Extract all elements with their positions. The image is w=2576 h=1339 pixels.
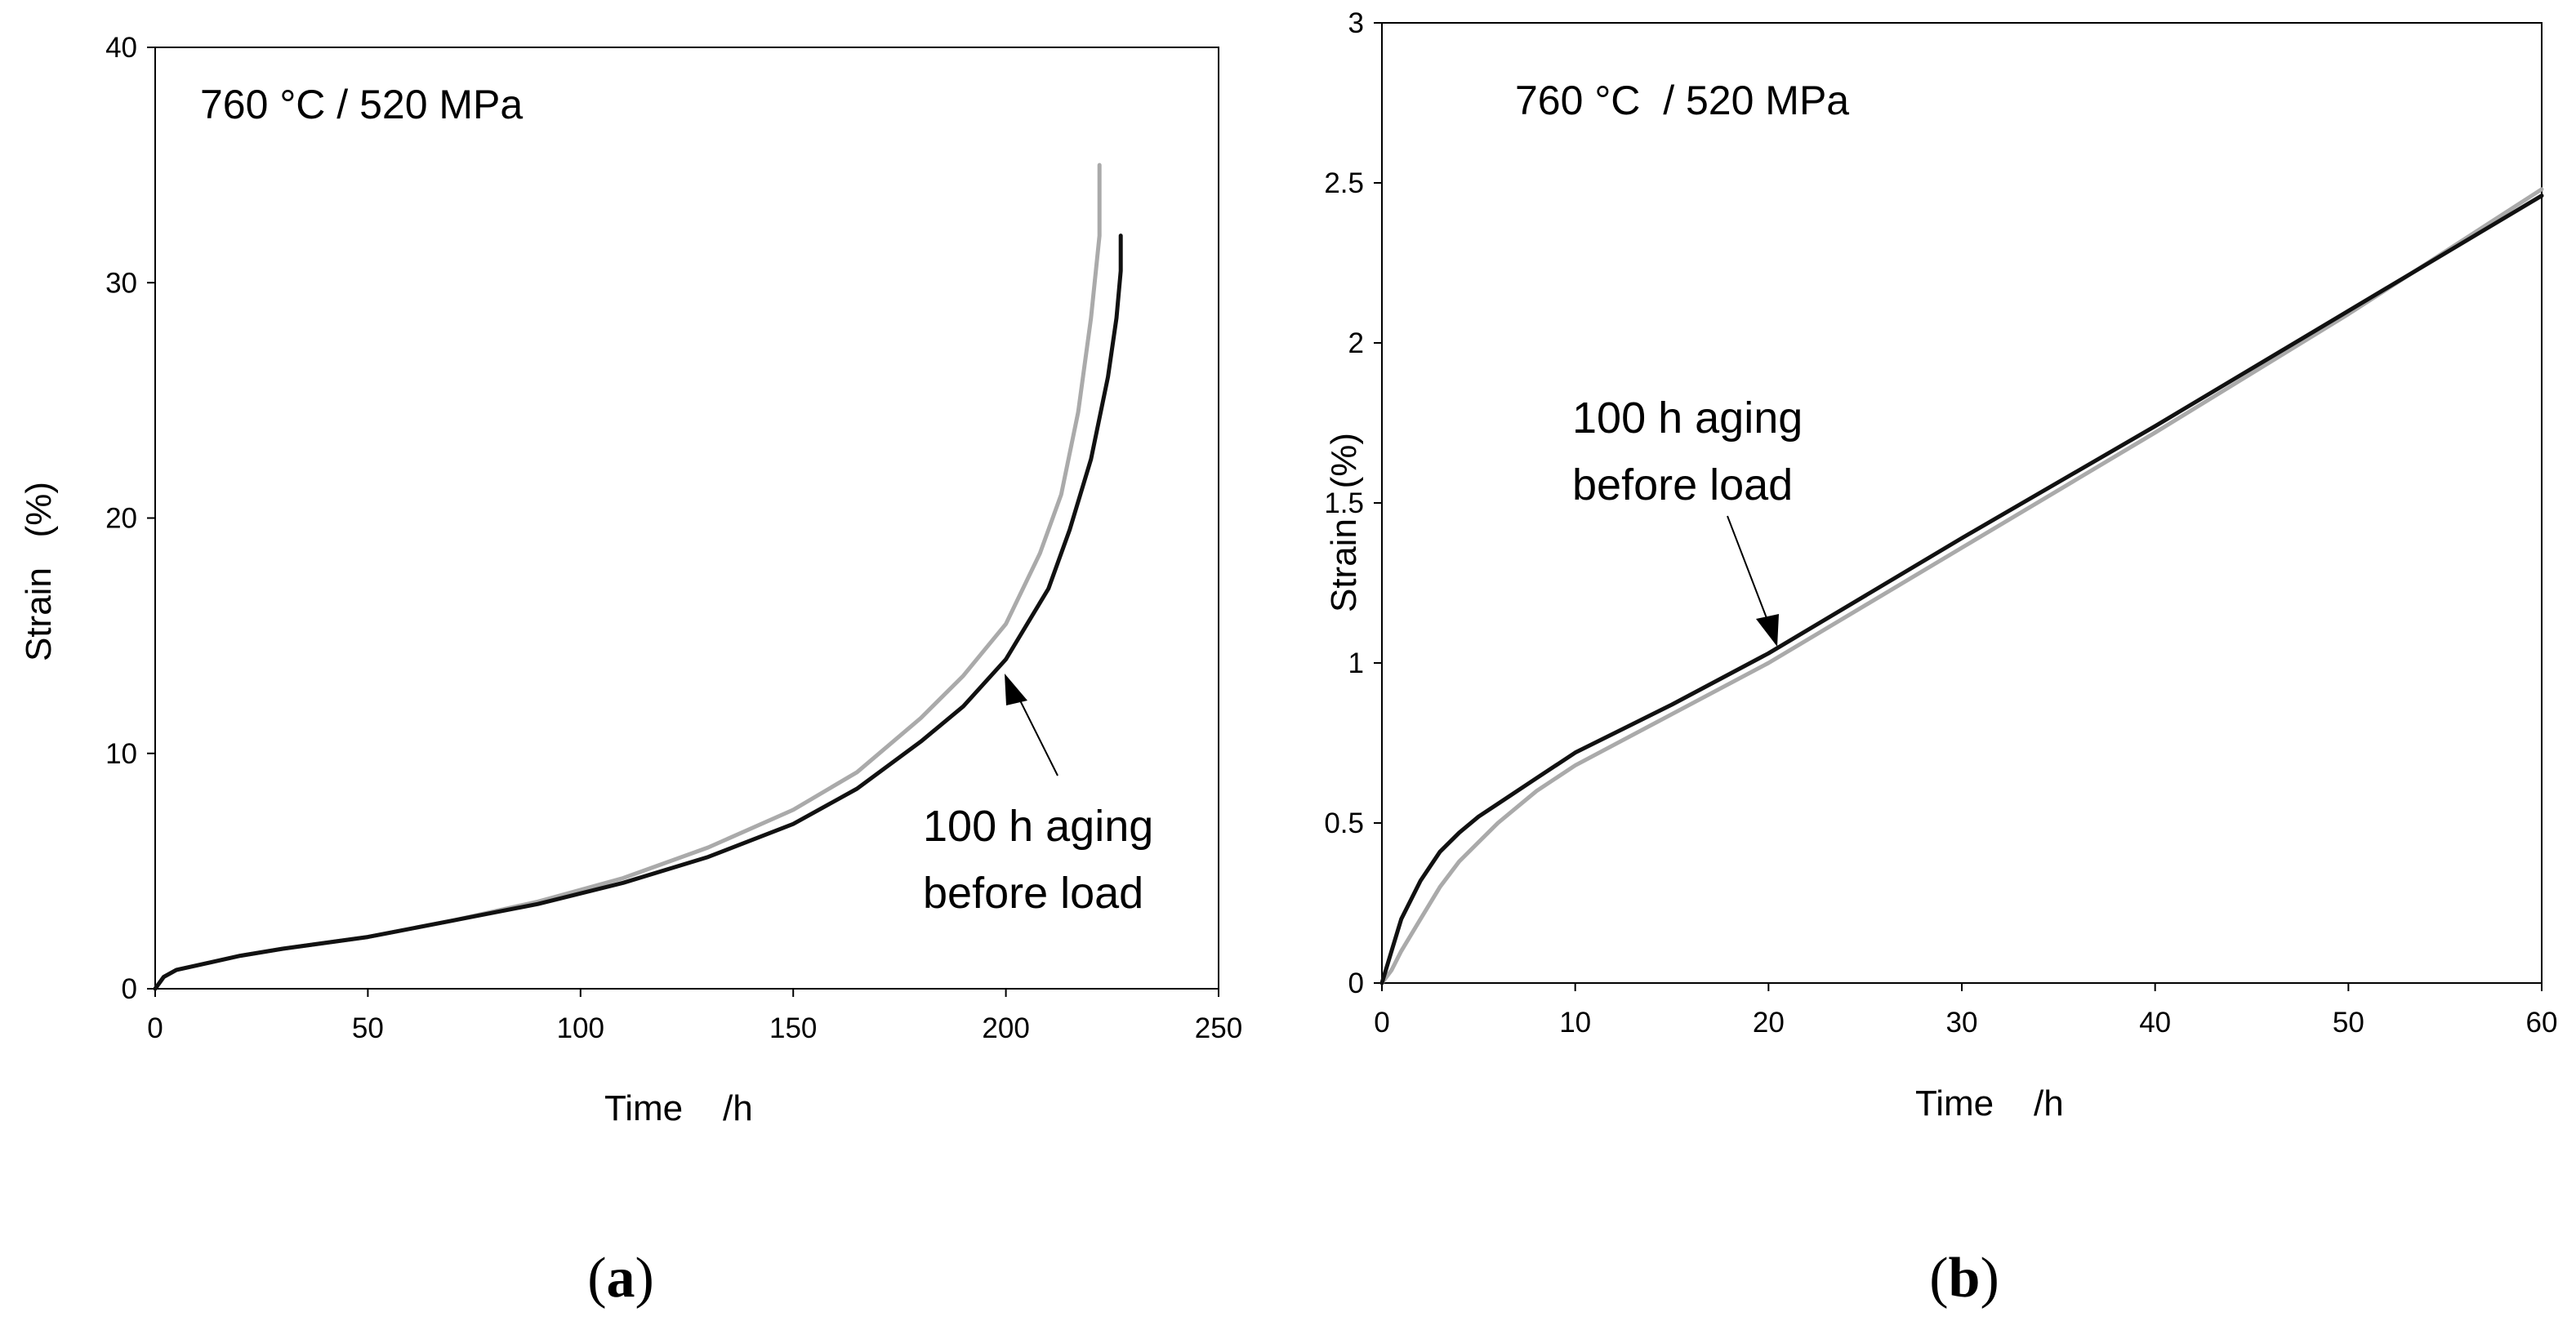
y-tick-label: 0 [122,973,137,1005]
chart-panel-a: 0 50 100 150 200 250 0 10 20 30 40 760 °C / 520 MP… [19,32,1242,1310]
y-axis-label: Strain (%) [19,482,59,661]
caption-close: ) [635,1247,654,1310]
annotation-line2: before load [1572,460,1793,509]
x-tick-label: 0 [1374,1007,1389,1039]
annotation-arrow [1005,674,1058,776]
condition-label: 760 °C / 520 MPa [200,82,523,127]
y-tick-label: 1.5 [1324,487,1364,519]
y-tick-label: 10 [105,738,137,770]
y-tick-label: 2.5 [1324,167,1364,199]
x-tick-label: 50 [2333,1007,2364,1039]
caption-letter: a [607,1247,635,1310]
y-tick-label: 2 [1348,327,1364,359]
y-tick-label: 3 [1348,7,1364,39]
annotation-line1: 100 h aging [1572,394,1803,443]
x-tick-label: 0 [147,1012,163,1044]
annotation-arrow [1727,515,1779,647]
series-line-unaged [1379,187,2544,985]
x-tick-label: 100 [557,1012,604,1044]
caption-open: ( [587,1247,606,1310]
x-axis-label: Time /h [604,1088,753,1128]
y-tick-label: 0.5 [1324,807,1364,839]
caption-open: ( [1929,1247,1948,1310]
series-line-unaged [153,162,1102,991]
caption-a: (a) [587,1247,654,1310]
series-line-aged [1379,194,2544,985]
x-tick-label: 10 [1559,1007,1591,1039]
x-tick-label: 50 [352,1012,384,1044]
y-tick-label: 20 [105,503,137,535]
x-tick-label: 30 [1946,1007,1978,1039]
x-axis-label: Time /h [1915,1083,2064,1123]
x-tick-label: 20 [1753,1007,1785,1039]
chart-panel-b: 0 10 20 30 40 50 60 0 0.5 1 1.5 2 2.5 3 760 °C / 520 … [1324,7,2557,1310]
annotation-line2: before load [923,869,1143,918]
condition-label: 760 °C / 520 MPa [1515,78,1849,123]
x-tick-label: 150 [769,1012,817,1044]
caption-close: ) [1980,1247,1999,1310]
y-tick-label: 1 [1348,647,1364,679]
y-tick-label: 0 [1348,968,1364,999]
x-tick-label: 200 [982,1012,1029,1044]
y-axis-label: Strain (%) [1324,433,1364,612]
caption-letter: b [1949,1247,1981,1310]
x-tick-label: 60 [2526,1007,2558,1039]
series-line-aged [153,234,1123,991]
plot-frame [1381,22,2543,984]
annotation-line1: 100 h aging [923,802,1153,851]
y-tick-label: 40 [105,32,137,64]
x-tick-label: 250 [1195,1012,1242,1044]
y-tick-label: 30 [105,267,137,299]
caption-b: (b) [1929,1247,1999,1310]
x-tick-label: 40 [2139,1007,2171,1039]
